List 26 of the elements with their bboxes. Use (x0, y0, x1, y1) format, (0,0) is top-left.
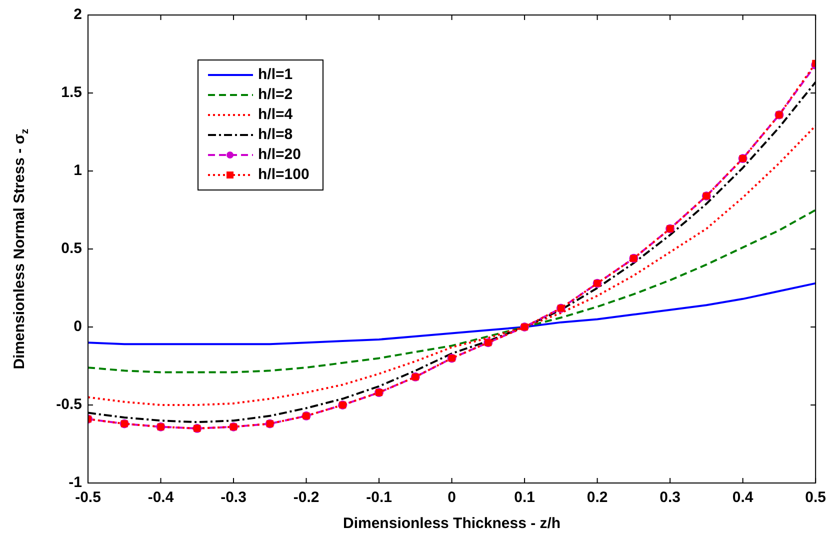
y-tick-label: 2 (74, 6, 82, 24)
x-tick-label: 0.4 (732, 489, 754, 506)
x-tick-label: 0 (448, 489, 456, 506)
y-tick-label: -0.5 (56, 396, 82, 414)
x-tick-label: -0.4 (148, 489, 174, 506)
y-tick-label: 1 (74, 162, 82, 180)
x-tick-label: -0.2 (293, 489, 320, 506)
legend-label: h/l=20 (258, 146, 301, 164)
x-axis-title: Dimensionless Thickness - z/h (343, 515, 561, 532)
y-tick-label: 1.5 (61, 84, 82, 102)
y-tick-label: 0 (74, 318, 82, 336)
legend-label: h/l=4 (258, 106, 294, 124)
x-tick-label: 0.5 (805, 489, 826, 506)
x-tick-label: 0.2 (586, 489, 608, 506)
legend-label: h/l=2 (258, 86, 293, 104)
x-tick-label: 0.1 (514, 489, 535, 506)
y-axis-title: Dimensionless Normal Stress - σz (11, 128, 32, 370)
legend-label: h/l=100 (258, 166, 310, 184)
y-tick-label: 0.5 (61, 240, 82, 258)
legend-label: h/l=8 (258, 126, 293, 144)
x-tick-label: 0.3 (660, 489, 680, 506)
line-series (88, 209, 816, 374)
x-tick-label: -0.1 (366, 489, 392, 506)
x-tick-label: -0.3 (220, 489, 246, 506)
y-tick-label: -1 (68, 474, 82, 492)
legend-label: h/l=1 (258, 66, 293, 84)
